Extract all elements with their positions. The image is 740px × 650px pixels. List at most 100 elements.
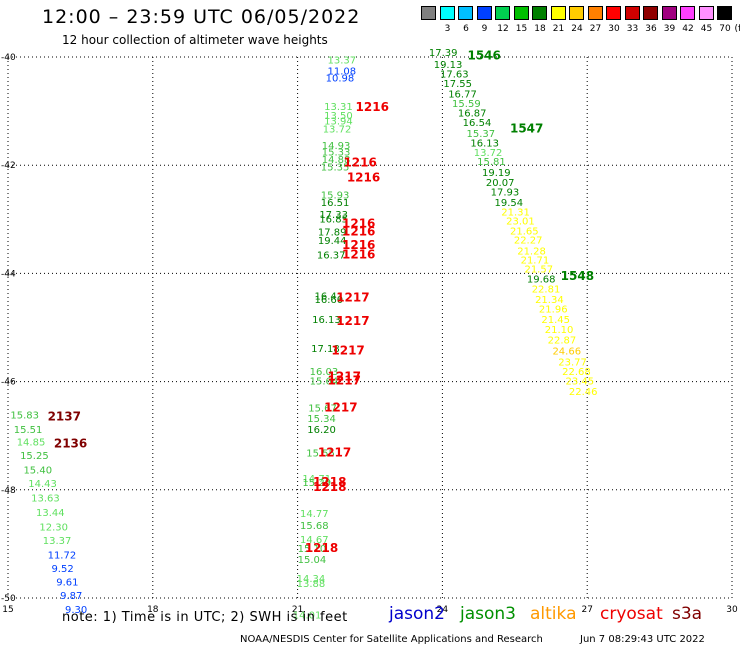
color-scale-label: 45 bbox=[700, 24, 713, 34]
color-scale-label: 33 bbox=[626, 24, 639, 34]
wave-height-value: 15.67 bbox=[308, 403, 337, 414]
x-tick-label: 24 bbox=[437, 605, 449, 615]
color-swatch bbox=[624, 6, 640, 20]
wave-height-value: 16.41 bbox=[314, 291, 343, 302]
color-scale-label: 24 bbox=[571, 24, 583, 34]
wave-height-value: 13.50 bbox=[324, 111, 353, 122]
wave-height-value: 17.18 bbox=[311, 344, 340, 355]
wave-height-value: 13.44 bbox=[36, 508, 65, 519]
wave-height-value: 21.45 bbox=[541, 315, 570, 326]
color-scale-unit: (ft) bbox=[734, 24, 740, 34]
wave-height-value: 14.01 bbox=[293, 611, 322, 622]
y-tick-label: -40 bbox=[1, 53, 16, 63]
footnote: note: 1) Time is in UTC; 2) SWH is in fe… bbox=[62, 610, 348, 625]
wave-height-value: 16.37 bbox=[317, 250, 346, 261]
pass-number-label: 1216 bbox=[356, 100, 389, 114]
wave-height-value: 16.85 bbox=[319, 215, 348, 226]
color-swatch bbox=[587, 6, 603, 20]
wave-height-value: 13.94 bbox=[324, 117, 353, 128]
wave-height-value: 15.33 bbox=[322, 147, 351, 158]
wave-height-value: 14.77 bbox=[300, 509, 329, 520]
satellite-name-s3a: s3a bbox=[672, 604, 703, 624]
timestamp: Jun 7 08:29:43 UTC 2022 bbox=[580, 634, 705, 645]
wave-height-value: 15.40 bbox=[23, 466, 52, 477]
wave-height-value: 9.52 bbox=[51, 564, 73, 575]
wave-height-value: 22.27 bbox=[514, 236, 543, 247]
wave-height-value: 23.77 bbox=[558, 357, 587, 368]
wave-height-value: 11.08 bbox=[328, 66, 357, 77]
color-scale-label: 30 bbox=[608, 24, 620, 34]
satellite-name-jason3: jason3 bbox=[460, 604, 516, 624]
wave-height-value: 14.93 bbox=[322, 141, 351, 152]
x-tick-label: 27 bbox=[581, 605, 592, 615]
color-scale-label: 6 bbox=[463, 24, 469, 34]
wave-height-value: 17.63 bbox=[440, 70, 469, 81]
wave-height-value: 13.72 bbox=[474, 148, 503, 159]
wave-height-value: 13.72 bbox=[323, 125, 352, 136]
y-tick-label: -46 bbox=[1, 378, 16, 388]
pass-number-label: 1217 bbox=[324, 400, 357, 414]
color-swatch bbox=[513, 6, 529, 20]
color-swatch bbox=[717, 6, 732, 20]
color-swatch bbox=[495, 6, 510, 20]
satellite-name-altika: altika bbox=[530, 604, 577, 624]
x-tick-label: 15 bbox=[2, 605, 13, 615]
pass-number-label: 1217 bbox=[336, 291, 369, 305]
color-swatch bbox=[439, 6, 455, 20]
wave-height-value: 15.34 bbox=[307, 414, 336, 425]
color-scale-label: 9 bbox=[481, 24, 488, 34]
wave-height-value: 15.37 bbox=[467, 129, 496, 140]
wave-height-value: 13.63 bbox=[31, 494, 60, 505]
wave-height-value: 17.55 bbox=[443, 79, 472, 90]
pass-number-label: 2137 bbox=[48, 410, 81, 424]
wave-height-value: 21.10 bbox=[545, 325, 574, 336]
wave-height-value: 14.71 bbox=[302, 474, 331, 485]
wave-height-value: 21.65 bbox=[510, 226, 539, 237]
color-swatch bbox=[458, 6, 473, 20]
wave-height-value: 15.83 bbox=[10, 410, 39, 421]
y-tick-label: -50 bbox=[1, 594, 16, 604]
pass-number-label: 1217 bbox=[336, 314, 369, 328]
wave-height-value: 21.28 bbox=[517, 246, 546, 257]
pass-number-label: 1216 bbox=[342, 238, 375, 252]
color-swatch bbox=[532, 6, 547, 20]
wave-height-value: 11.72 bbox=[48, 551, 77, 562]
wave-height-value: 22.87 bbox=[548, 336, 577, 347]
wave-height-value: 16.54 bbox=[463, 118, 492, 129]
pass-number-label: 1216 bbox=[343, 155, 376, 169]
color-scale-label: 21 bbox=[552, 24, 565, 34]
wave-height-value: 21.96 bbox=[539, 304, 568, 315]
wave-height-value: 16.03 bbox=[310, 367, 339, 378]
wave-height-value: 13.37 bbox=[328, 55, 357, 66]
x-tick-label: 18 bbox=[147, 605, 159, 615]
pass-number-label: 1218 bbox=[305, 541, 338, 555]
wave-height-value: 15.29 bbox=[302, 478, 331, 489]
wave-height-value: 9.87 bbox=[60, 591, 82, 602]
wave-height-value: 17.39 bbox=[429, 48, 458, 59]
wave-height-value: 17.33 bbox=[319, 210, 348, 221]
wave-height-value: 9.61 bbox=[56, 578, 78, 589]
wave-height-value: 17.89 bbox=[318, 228, 347, 239]
satellite-name-jason2: jason2 bbox=[389, 604, 445, 624]
wave-height-value: 16.20 bbox=[307, 425, 336, 436]
credit-text: NOAA/NESDIS Center for Satellite Applica… bbox=[240, 634, 543, 645]
wave-height-value: 10.98 bbox=[326, 73, 355, 84]
pass-number-label: 1548 bbox=[561, 269, 594, 283]
x-tick-label: 21 bbox=[292, 605, 303, 615]
color-swatch bbox=[569, 6, 584, 20]
wave-height-value: 14.85 bbox=[17, 437, 46, 448]
pass-number-label: 1216 bbox=[347, 170, 380, 184]
wave-height-value: 19.68 bbox=[527, 275, 556, 286]
wave-height-value: 21.31 bbox=[501, 208, 530, 219]
color-swatch bbox=[643, 6, 658, 20]
wave-height-value: 15.51 bbox=[14, 425, 43, 436]
color-scale-label: 36 bbox=[645, 24, 657, 34]
wave-height-value: 19.44 bbox=[318, 236, 347, 247]
color-swatch bbox=[606, 6, 621, 20]
pass-number-label: 1217 bbox=[328, 373, 361, 387]
color-scale-label: 3 bbox=[444, 24, 451, 34]
pass-number-label: 1218 bbox=[313, 475, 346, 489]
wave-height-value: 22.68 bbox=[562, 367, 591, 378]
y-tick-label: -44 bbox=[1, 269, 16, 279]
wave-height-value: 14.67 bbox=[300, 535, 329, 546]
